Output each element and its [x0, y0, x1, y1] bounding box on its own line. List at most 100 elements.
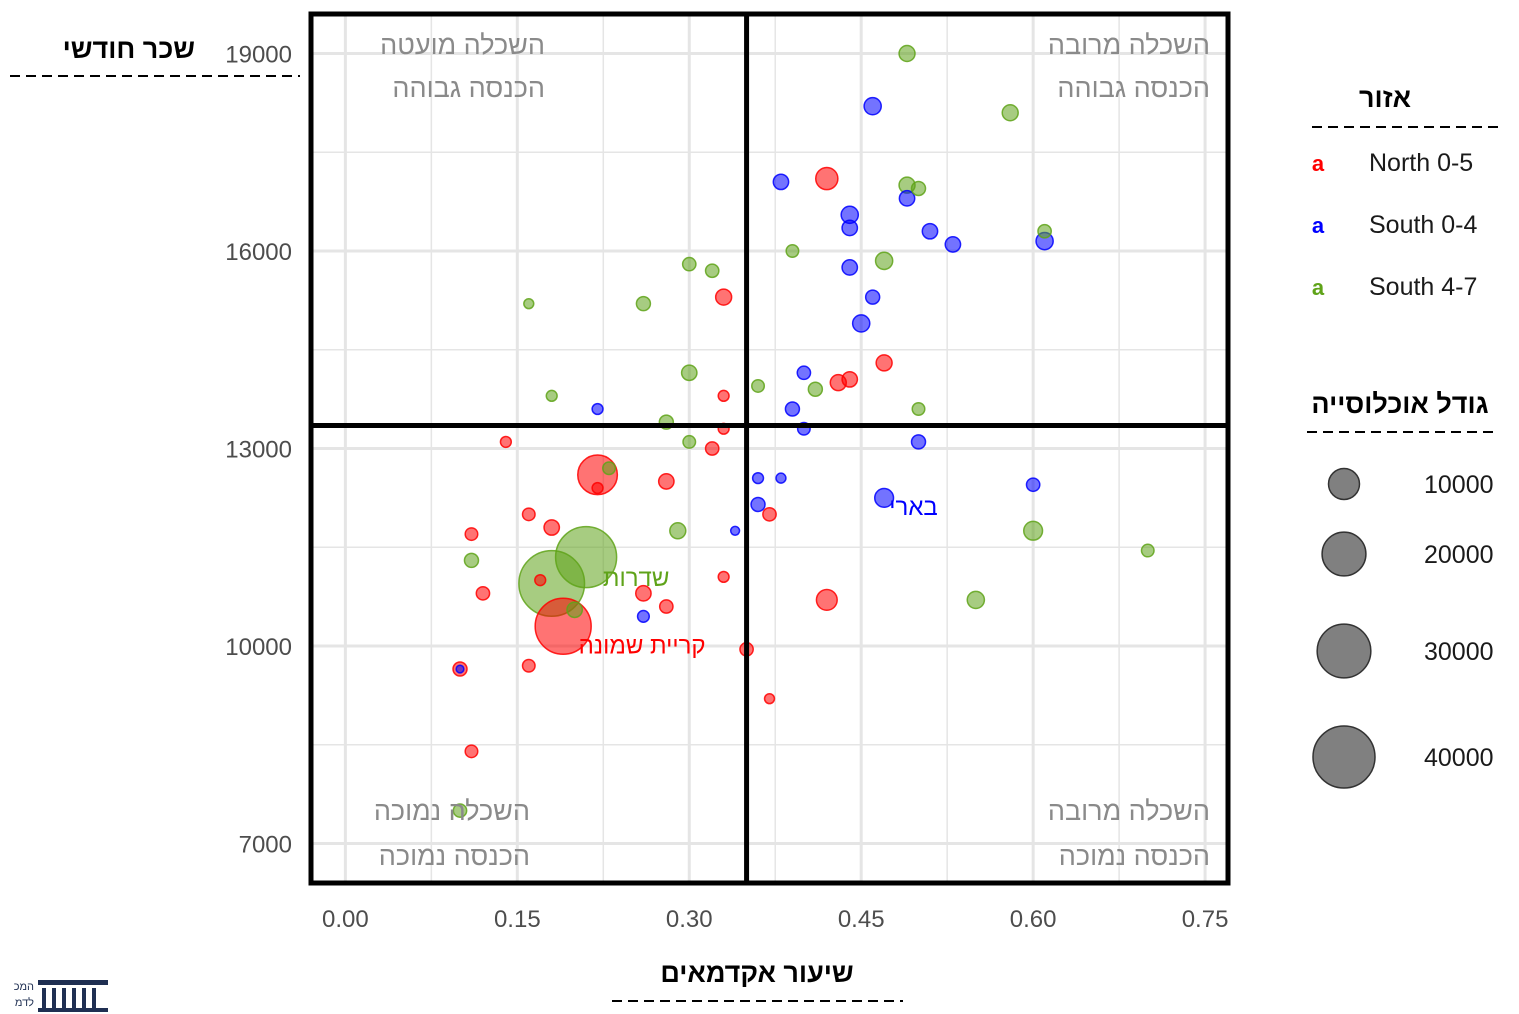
point: [602, 461, 617, 476]
x-axis-title: שיעור אקדמאים: [660, 958, 853, 988]
y-tick-label: 10000: [225, 634, 292, 661]
grid: [311, 14, 1228, 883]
point: [543, 519, 561, 536]
quadrant-label-top-right-2: הכנסה גבוהה: [1057, 73, 1210, 103]
point: [898, 44, 916, 63]
point-label: שדרות: [603, 565, 669, 592]
point: [944, 235, 962, 253]
point: [910, 180, 927, 197]
legend-key: a: [1312, 275, 1325, 300]
quadrant-label-top-right-1: השכלה מרובה: [1048, 30, 1210, 60]
point: [464, 527, 479, 542]
y-axis-title: שכר חודשי: [63, 34, 195, 64]
point: [750, 496, 766, 513]
point: [772, 173, 790, 191]
size-legend-label: 20000: [1424, 541, 1494, 569]
point: [534, 573, 547, 587]
size-legend-circle: [1321, 531, 1367, 577]
point: [863, 96, 882, 116]
point: [591, 481, 604, 495]
point: [717, 389, 730, 403]
logo-text-1: המכ: [14, 981, 34, 993]
point: [636, 609, 651, 623]
building-icon: [38, 988, 108, 1012]
quadrant-label-bottom-right-1: השכלה מרובה: [1048, 796, 1210, 826]
point: [634, 584, 652, 602]
institute-logo: המכ לדמ: [14, 980, 108, 1012]
point: [658, 599, 674, 614]
legend-label: North 0-5: [1369, 149, 1473, 177]
y-tick-label: 7000: [239, 832, 292, 859]
y-tick-label: 13000: [225, 437, 292, 464]
point: [1140, 543, 1155, 558]
points: קריית שמונה בארי שדרות: [452, 44, 1155, 818]
size-legend-circle: [1312, 725, 1376, 789]
point: [704, 441, 720, 456]
x-tick-label: 0.15: [494, 906, 541, 933]
point: [657, 472, 675, 490]
y-tick-label: 19000: [225, 42, 292, 69]
point: [796, 365, 812, 381]
point: [714, 288, 733, 306]
point: [910, 434, 927, 450]
color-legend: אזור a North 0-5 a South 0-4 a South 4-7: [1312, 83, 1500, 301]
point: [591, 402, 604, 416]
quadrant-label-top-left-2: הכנסה גבוהה: [392, 73, 545, 103]
point: [521, 658, 536, 673]
logo-roof: [38, 980, 108, 985]
plot-border: [308, 11, 1231, 886]
size-legend-label: 30000: [1424, 638, 1494, 666]
point: [680, 364, 698, 382]
point: [1037, 223, 1052, 239]
point: [475, 585, 491, 601]
point: [751, 378, 766, 393]
legend-key: a: [1312, 213, 1325, 238]
point: [717, 570, 730, 584]
point: [762, 506, 777, 522]
quadrant-label-bottom-left-2: הכנסה נמוכה: [379, 841, 530, 871]
point: [566, 601, 584, 619]
point: [763, 692, 776, 705]
point: [864, 289, 881, 305]
point: [921, 222, 939, 240]
point-label: בארי: [889, 494, 937, 521]
point: [463, 552, 480, 569]
y-tick-label: 16000: [225, 239, 292, 266]
point: [669, 522, 687, 540]
axis-ticks: 0.00 0.15 0.30 0.45 0.60 0.75 7000 10000 13000 16…: [225, 42, 1228, 934]
point: [464, 744, 479, 759]
size-legend-circle: [1316, 623, 1372, 679]
point: [873, 487, 895, 509]
quadrant-label-bottom-right-2: הכנסה נמוכה: [1059, 841, 1210, 871]
point: [1022, 520, 1044, 541]
reference-lines: [308, 11, 1231, 886]
x-tick-label: 0.45: [838, 906, 885, 933]
color-legend-title: אזור: [1359, 83, 1411, 113]
size-legend: גודל אוכלוסייה 10000 20000 30000 40000: [1307, 389, 1494, 789]
legend-label: South 0-4: [1369, 211, 1478, 239]
x-tick-label: 0.30: [666, 906, 713, 933]
point: [966, 590, 986, 610]
size-legend-circle: [1327, 467, 1361, 501]
legend-label: South 4-7: [1369, 273, 1477, 301]
point: [704, 263, 720, 279]
point: [521, 507, 536, 522]
x-tick-label: 0.60: [1010, 906, 1057, 933]
point: [775, 472, 787, 484]
size-legend-label: 40000: [1424, 744, 1494, 772]
point: [751, 471, 765, 485]
legend-key: a: [1312, 151, 1325, 176]
quadrant-labels: השכלה מועטה הכנסה גבוהה השכלה מרובה הכנס…: [374, 30, 1210, 871]
point: [875, 354, 893, 372]
point: [874, 251, 894, 271]
point: [545, 389, 558, 403]
point: [785, 243, 800, 259]
point: [851, 314, 871, 333]
point: [841, 370, 859, 388]
point: [1025, 477, 1041, 493]
point: [452, 803, 468, 818]
point: [784, 401, 801, 417]
quadrant-label-top-left-1: השכלה מועטה: [380, 30, 545, 60]
point: [841, 219, 859, 237]
